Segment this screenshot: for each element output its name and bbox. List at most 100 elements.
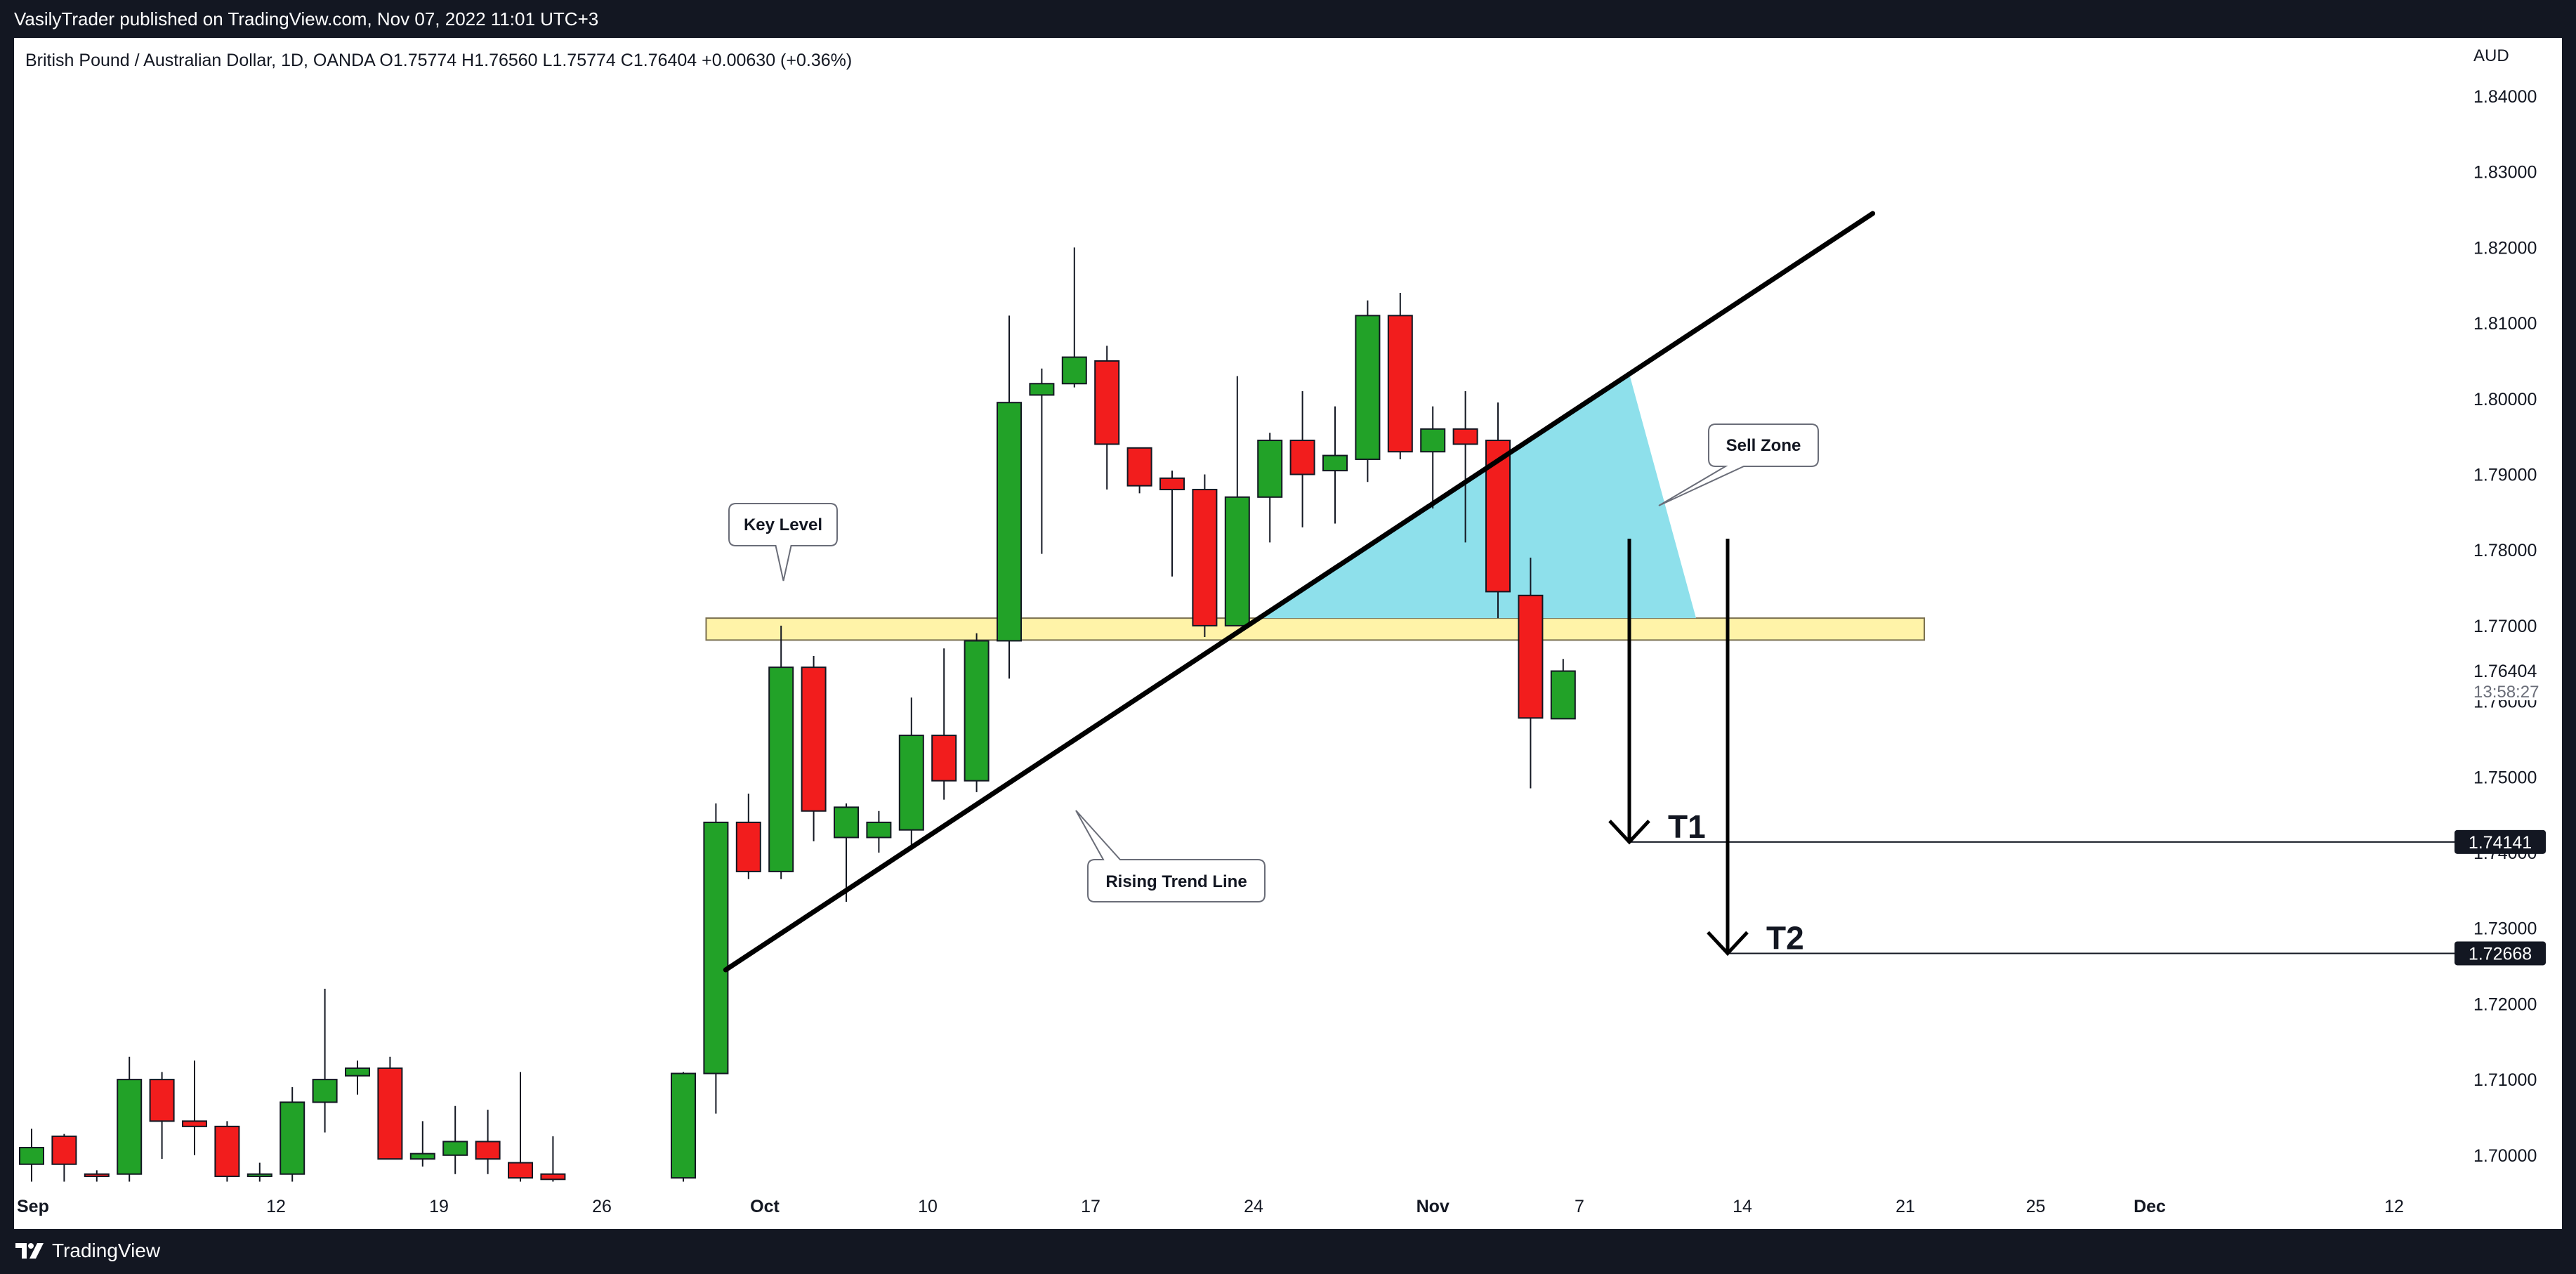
tradingview-logo[interactable]: TradingView xyxy=(14,1237,160,1264)
candle-body xyxy=(19,1147,44,1165)
candle[interactable] xyxy=(898,697,924,849)
candle[interactable] xyxy=(735,793,761,879)
candle-body xyxy=(409,1152,435,1160)
candle-body xyxy=(735,821,761,872)
target-price-badge-t1: 1.74141 xyxy=(2455,829,2546,854)
candle[interactable] xyxy=(312,988,338,1133)
top-bar: VasilyTrader published on TradingView.co… xyxy=(0,0,2576,39)
candle[interactable] xyxy=(1029,368,1055,554)
candle-body xyxy=(442,1141,468,1156)
candle[interactable] xyxy=(247,1162,272,1182)
y-tick-label: 1.82000 xyxy=(2473,238,2537,258)
candle[interactable] xyxy=(768,625,794,879)
x-tick-label: 25 xyxy=(2026,1197,2046,1216)
candle[interactable] xyxy=(377,1056,403,1160)
candle[interactable] xyxy=(280,1086,305,1182)
chart-frame: T1 T2 Key Level Sell Zone Rising Trend Line … xyxy=(14,38,2562,1229)
x-tick-label: 12 xyxy=(266,1197,286,1216)
candle-body xyxy=(1387,315,1413,453)
target-price-label: 1.72668 xyxy=(2469,944,2532,964)
candle-body xyxy=(801,666,827,812)
x-tick-label: 24 xyxy=(1244,1197,1263,1216)
badge-bg xyxy=(2455,829,2546,854)
candle[interactable] xyxy=(540,1136,566,1182)
candle[interactable] xyxy=(214,1121,240,1182)
candle[interactable] xyxy=(1322,406,1348,524)
candle-body xyxy=(1452,428,1478,445)
target-price-badge-t2: 1.72668 xyxy=(2455,941,2546,966)
candle[interactable] xyxy=(671,1072,696,1182)
candle[interactable] xyxy=(834,803,859,902)
key-level-label: Key Level xyxy=(744,515,822,534)
candle[interactable] xyxy=(345,1060,370,1095)
candle[interactable] xyxy=(1452,391,1478,543)
candle[interactable] xyxy=(703,803,729,1114)
candle[interactable] xyxy=(1257,433,1283,543)
target-arrow-t1[interactable]: T1 xyxy=(1608,539,1706,845)
candle[interactable] xyxy=(801,655,827,841)
candle[interactable] xyxy=(84,1170,110,1182)
candle-body xyxy=(377,1067,403,1160)
candle[interactable] xyxy=(1355,300,1381,482)
candle[interactable] xyxy=(117,1056,143,1182)
candle[interactable] xyxy=(1061,247,1087,388)
key-level-band[interactable] xyxy=(705,617,1925,641)
y-tick-label: 1.72000 xyxy=(2473,994,2537,1014)
key-level-callout[interactable]: Key Level xyxy=(728,503,838,582)
x-tick-label: 21 xyxy=(1895,1197,1915,1216)
candle-body xyxy=(1289,440,1315,475)
candle[interactable] xyxy=(1387,293,1413,459)
candle[interactable] xyxy=(1485,402,1511,619)
symbol-header: British Pound / Australian Dollar, 1D, O… xyxy=(25,51,852,70)
candle-body xyxy=(866,821,892,839)
rising-trend-line[interactable] xyxy=(723,211,1876,973)
candle[interactable] xyxy=(1224,376,1250,626)
candle-body xyxy=(247,1173,272,1177)
candle[interactable] xyxy=(1126,447,1152,494)
ohlc-low: L1.75774 xyxy=(538,51,616,70)
candle-body xyxy=(931,735,957,782)
candle[interactable] xyxy=(149,1072,175,1160)
candle[interactable] xyxy=(1094,346,1120,490)
candle-body xyxy=(1094,360,1120,445)
candle[interactable] xyxy=(997,315,1022,679)
candle[interactable] xyxy=(1518,557,1544,789)
trend-line-callout[interactable]: Rising Trend Line xyxy=(1075,810,1266,902)
symbol-title: British Pound / Australian Dollar, 1D, O… xyxy=(25,51,376,70)
candle[interactable] xyxy=(866,810,892,853)
candle[interactable] xyxy=(475,1110,501,1174)
candle-body xyxy=(1518,594,1544,719)
sell-zone-area[interactable] xyxy=(1259,374,1696,619)
candle[interactable] xyxy=(409,1121,435,1167)
candle-body xyxy=(703,821,729,1075)
countdown-label: 13:58:27 xyxy=(2473,683,2539,702)
sell-zone-callout[interactable]: Sell Zone xyxy=(1658,423,1819,506)
x-tick-label: 10 xyxy=(918,1197,938,1216)
candle[interactable] xyxy=(1420,406,1446,508)
candle[interactable] xyxy=(442,1105,468,1174)
x-tick-label: 26 xyxy=(592,1197,612,1216)
callout-bubble xyxy=(728,503,838,582)
candle-body xyxy=(312,1079,338,1103)
candle[interactable] xyxy=(182,1060,207,1155)
candle[interactable] xyxy=(1159,471,1185,577)
candle[interactable] xyxy=(1289,391,1315,527)
candle[interactable] xyxy=(1550,659,1576,720)
ohlc-close: C1.76404 xyxy=(616,51,697,70)
candle-body xyxy=(1420,428,1446,453)
candle[interactable] xyxy=(508,1072,533,1182)
y-tick-label: 1.84000 xyxy=(2473,87,2537,107)
candle[interactable] xyxy=(931,648,957,800)
x-tick-label: Dec xyxy=(2134,1197,2166,1216)
candle[interactable] xyxy=(1192,474,1218,638)
candle-body xyxy=(182,1120,207,1127)
candle[interactable] xyxy=(51,1134,77,1182)
candle-body xyxy=(1061,356,1087,385)
candle-body xyxy=(51,1135,77,1165)
candle-body xyxy=(997,402,1022,642)
target-arrow-t2[interactable]: T2 xyxy=(1707,539,1804,956)
candle[interactable] xyxy=(964,633,990,792)
candle-body xyxy=(1355,315,1381,460)
candle[interactable] xyxy=(19,1129,44,1182)
